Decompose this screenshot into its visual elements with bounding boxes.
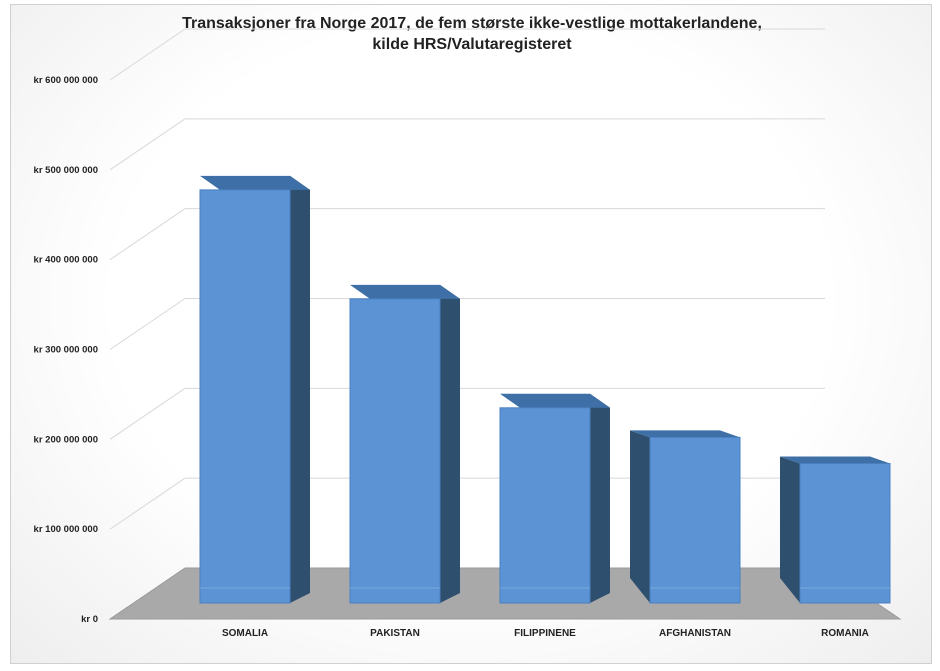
bar-front — [499, 407, 591, 604]
chart-title-block: Transaksjoner fra Norge 2017, de fem stø… — [11, 13, 933, 55]
x-tick-label: AFGHANISTAN — [659, 628, 731, 639]
y-tick-label: kr 600 000 000 — [34, 75, 98, 86]
bar-side — [590, 393, 610, 603]
y-tick-label: kr 500 000 000 — [34, 165, 98, 176]
gridline-depth — [109, 387, 186, 440]
y-tick-label: kr 100 000 000 — [34, 524, 98, 535]
bar-top — [200, 175, 310, 190]
bar-side — [630, 430, 650, 603]
bar-top — [780, 456, 890, 464]
bar-side — [780, 456, 800, 603]
y-tick-label: kr 300 000 000 — [34, 345, 98, 356]
bar-front — [649, 436, 741, 604]
bar — [349, 284, 460, 604]
bar-top — [500, 393, 610, 408]
gridline-depth — [109, 28, 186, 81]
bar — [499, 393, 610, 604]
y-tick-label: kr 200 000 000 — [34, 434, 98, 445]
chart-subtitle: kilde HRS/Valutaregisteret — [372, 36, 572, 53]
gridline-depth — [109, 298, 186, 350]
bar-front — [799, 463, 891, 604]
x-tick-label: SOMALIA — [222, 628, 268, 639]
y-tick-label: kr 0 — [81, 614, 98, 625]
gridline-depth — [109, 208, 186, 261]
y-tick-label: kr 400 000 000 — [34, 255, 98, 266]
bar — [630, 430, 741, 604]
bar-side — [440, 284, 460, 603]
bar — [199, 175, 310, 604]
x-tick-label: FILIPPINENE — [514, 628, 576, 639]
gridline-depth — [109, 118, 186, 171]
bar-front — [199, 189, 291, 604]
bar-top — [350, 284, 460, 299]
chart-frame: Transaksjoner fra Norge 2017, de fem stø… — [10, 4, 932, 664]
x-tick-label: PAKISTAN — [370, 628, 420, 639]
bar-side — [290, 175, 310, 603]
bar-front — [349, 298, 441, 604]
bar-top — [630, 430, 740, 438]
bar — [780, 456, 891, 604]
gridline-depth — [109, 477, 186, 530]
chart-title: Transaksjoner fra Norge 2017, de fem stø… — [182, 15, 762, 32]
x-tick-label: ROMANIA — [821, 628, 869, 639]
